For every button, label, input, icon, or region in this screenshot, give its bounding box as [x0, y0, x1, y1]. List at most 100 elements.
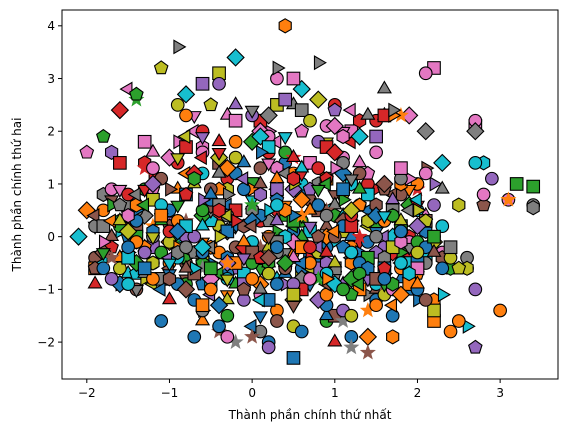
data-point-diamond-23-0	[111, 102, 128, 119]
data-point-square-17-6	[444, 241, 457, 254]
data-point-circle-0-10	[378, 273, 391, 286]
data-point-square-11-1	[155, 209, 168, 222]
x-axis: −2 −1 0 1 2 3	[78, 379, 504, 400]
data-point-circle-9-7	[469, 157, 482, 170]
data-point-square-18-6	[287, 288, 300, 301]
data-point-circle-8-6	[411, 246, 424, 259]
data-point-hexagon-88-0	[453, 198, 465, 212]
data-point-square-14-0	[196, 78, 209, 91]
data-point-triangle-up-37-1	[361, 108, 374, 119]
data-point-circle-4-0	[138, 246, 151, 259]
x-tick-label: −1	[161, 386, 179, 400]
data-point-circle-5-7	[419, 294, 432, 307]
data-point-circle-6-5	[370, 146, 383, 159]
data-point-pentagon-78-0	[155, 61, 168, 74]
data-point-circle-9-3	[271, 199, 284, 212]
data-point-square-12-0	[510, 178, 523, 191]
data-point-hexagon-81-0	[279, 19, 291, 33]
data-point-circle-0-2	[213, 320, 226, 333]
data-point-circle-0-8	[436, 262, 449, 275]
y-tick-label: 0	[47, 230, 55, 244]
data-point-circle-3-4	[312, 162, 325, 175]
data-point-hexagon-89-5	[403, 267, 415, 281]
data-point-triangle-right-57-0	[174, 40, 185, 53]
data-point-circle-1-11	[370, 299, 383, 312]
data-point-square-16-3	[229, 114, 242, 127]
data-point-triangle-up-37-0	[378, 81, 391, 92]
x-tick-label: 2	[414, 386, 422, 400]
data-point-pentagon-78-1	[204, 98, 217, 111]
y-axis-label: Thành phần chính thứ hai	[10, 118, 24, 273]
data-point-circle-0-27	[312, 199, 325, 212]
data-point-circle-9-10	[345, 246, 358, 259]
x-axis-label: Thành phần chính thứ nhất	[228, 408, 392, 422]
data-point-diamond-28-5	[310, 91, 327, 108]
data-point-diamond-29-2	[227, 49, 244, 66]
data-point-star-90-6	[361, 345, 375, 359]
data-point-square-18-3	[428, 304, 441, 317]
data-point-star-92-4	[344, 340, 358, 354]
data-point-circle-2-12	[337, 283, 350, 296]
data-point-pentagon-76-0	[80, 145, 93, 158]
data-point-circle-6-7	[477, 188, 490, 201]
data-point-square-10-7	[337, 183, 350, 196]
data-point-circle-5-14	[271, 315, 284, 328]
data-point-square-10-0	[287, 352, 300, 365]
data-point-circle-1-21	[246, 273, 259, 286]
data-point-circle-0-6	[386, 309, 399, 322]
x-tick-label: 1	[331, 386, 339, 400]
data-point-circle-7-5	[320, 209, 333, 222]
data-point-circle-2-7	[221, 309, 234, 322]
data-point-circle-1-9	[494, 304, 507, 317]
x-tick-label: −2	[78, 386, 96, 400]
data-point-square-13-1	[180, 141, 193, 154]
data-point-circle-4-7	[486, 172, 499, 185]
data-point-circle-4-10	[213, 78, 226, 91]
data-point-circle-6-12	[419, 67, 432, 80]
data-point-circle-8-3	[262, 267, 275, 280]
data-point-square-17-7	[295, 104, 308, 117]
data-point-square-14-2	[370, 130, 383, 143]
data-point-square-16-2	[287, 72, 300, 85]
data-point-circle-2-5	[353, 267, 366, 280]
data-point-square-12-1	[527, 180, 540, 193]
data-point-triangle-up-33-0	[88, 277, 101, 288]
data-point-square-10-1	[138, 262, 151, 275]
data-point-triangle-down-45-5	[287, 301, 300, 312]
x-tick-label: 3	[496, 386, 504, 400]
data-point-circle-0-4	[295, 325, 308, 338]
data-point-hexagon-83-2	[287, 172, 299, 186]
data-point-circle-0-1	[188, 331, 201, 344]
data-point-circle-9-0	[122, 278, 135, 291]
data-point-hexagon-83-1	[213, 203, 225, 217]
data-point-circle-6-14	[271, 72, 284, 85]
data-point-hexagon-81-7	[387, 330, 399, 344]
data-point-triangle-up-33-6	[212, 134, 225, 145]
data-point-circle-1-18	[229, 135, 242, 148]
data-point-circle-4-12	[105, 273, 118, 286]
y-axis: −2−101234	[37, 19, 62, 349]
data-point-circle-3-9	[304, 241, 317, 254]
data-point-circle-0-37	[271, 241, 284, 254]
data-point-circle-0-21	[97, 262, 110, 275]
data-point-circle-1-19	[180, 109, 193, 122]
data-point-circle-1-8	[453, 315, 466, 328]
data-point-diamond-29-0	[70, 228, 87, 245]
y-tick-label: −2	[37, 335, 55, 349]
data-point-circle-4-13	[262, 341, 275, 354]
data-point-square-16-6	[138, 135, 151, 148]
data-point-circle-8-13	[304, 114, 317, 127]
data-point-hexagon-86-3	[337, 130, 349, 144]
data-point-pentagon-72-1	[97, 130, 110, 143]
data-point-circle-0-0	[155, 315, 168, 328]
data-point-circle-4-8	[469, 283, 482, 296]
data-point-circle-1-14	[205, 283, 218, 296]
data-point-hexagon-85-0	[163, 272, 175, 286]
data-point-circle-0-30	[395, 225, 408, 238]
data-point-diamond-29-4	[434, 154, 451, 171]
data-point-pentagon-74-4	[469, 340, 482, 353]
data-point-triangle-up-36-3	[353, 155, 366, 166]
data-point-circle-4-6	[428, 199, 441, 212]
x-tick-label: 0	[248, 386, 256, 400]
